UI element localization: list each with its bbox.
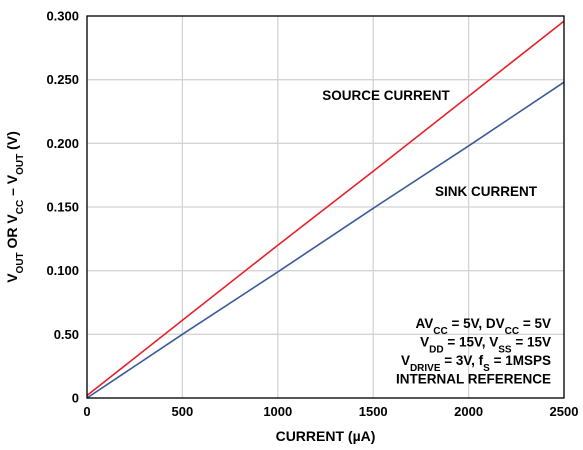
- y-tick-label: 0.250: [46, 72, 79, 87]
- plot-frame: [86, 15, 565, 399]
- x-tick-label: 500: [172, 404, 194, 419]
- y-tick-labels: 0 0.50 0.100 0.150 0.200 0.250 0.300: [46, 9, 79, 406]
- x-tick-label: 2000: [454, 404, 483, 419]
- grid: [86, 15, 565, 399]
- condition-line: VDD = 15V, VSS = 15V: [420, 335, 551, 356]
- condition-line: INTERNAL REFERENCE: [396, 372, 551, 387]
- condition-line: AVCC = 5V, DVCC = 5V: [416, 316, 552, 337]
- series-lines: [86, 20, 565, 399]
- y-tick-label: 0.50: [54, 327, 79, 342]
- x-axis-label: CURRENT (µA): [276, 428, 376, 444]
- x-tick-label: 2500: [550, 404, 579, 419]
- x-tick-labels: 0 500 1000 1500 2000 2500: [83, 404, 578, 419]
- y-tick-label: 0.200: [46, 136, 79, 151]
- series-annotations: SOURCE CURRENT SINK CURRENT: [322, 88, 538, 199]
- y-tick-label: 0: [72, 391, 79, 406]
- y-tick-label: 0.100: [46, 263, 79, 278]
- y-tick-label: 0.150: [46, 200, 79, 215]
- y-tick-label: 0.300: [46, 9, 79, 24]
- x-tick-label: 0: [83, 404, 90, 419]
- series-annotation: SOURCE CURRENT: [322, 88, 450, 103]
- x-tick-label: 1500: [359, 404, 388, 419]
- series-line-1: [86, 20, 565, 397]
- x-tick-label: 1000: [263, 404, 292, 419]
- condition-line: VDRIVE = 3V, fS = 1MSPS: [401, 353, 551, 374]
- series-line-2: [86, 81, 565, 399]
- series-annotation: SINK CURRENT: [435, 184, 538, 199]
- y-axis-label: VOUT OR VCC – VOUT (V): [4, 131, 26, 283]
